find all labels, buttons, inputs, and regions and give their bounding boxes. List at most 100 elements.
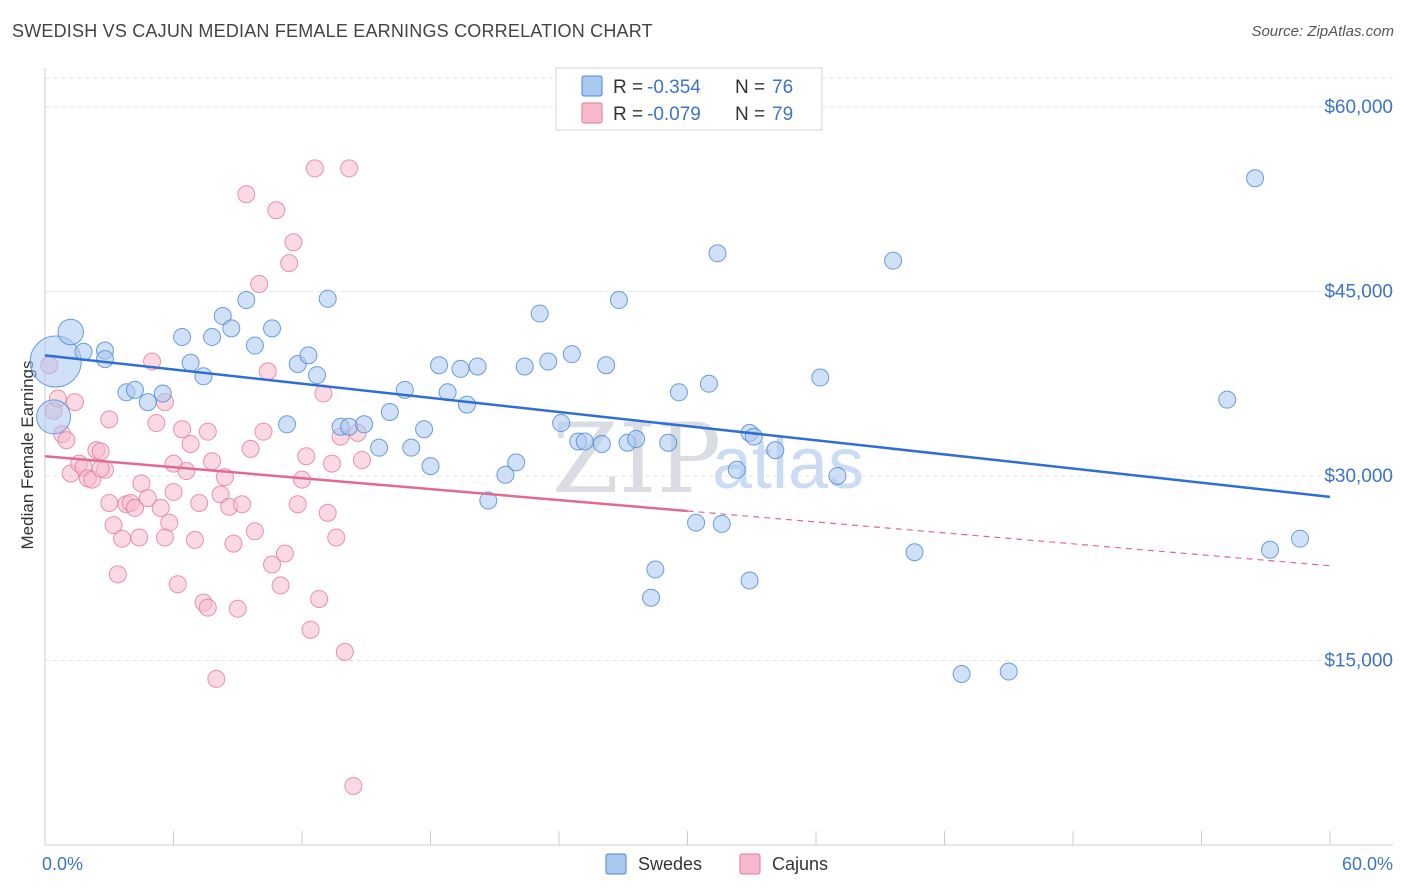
swedes-point xyxy=(340,417,359,436)
swedes-point xyxy=(451,359,470,378)
cajuns-point xyxy=(207,669,226,688)
y-axis-title: Median Female Earnings xyxy=(18,361,37,550)
swedes-point xyxy=(562,345,581,364)
swedes-point xyxy=(952,665,971,684)
legend-row2-n-label: N = xyxy=(735,104,765,125)
swedes-points xyxy=(29,169,1310,684)
swedes-point xyxy=(153,384,172,403)
cajuns-point xyxy=(284,233,303,252)
swedes-point xyxy=(181,353,200,372)
cajuns-point xyxy=(65,393,84,412)
cajuns-point xyxy=(228,599,247,618)
swedes-point xyxy=(539,352,558,371)
cajuns-point xyxy=(57,431,76,450)
series-legend: Swedes Cajuns xyxy=(605,853,828,875)
swedes-point xyxy=(457,395,476,414)
bottom-legend-cajuns-swatch xyxy=(739,853,761,875)
swedes-point xyxy=(592,434,611,453)
swedes-point xyxy=(370,438,389,457)
legend-row1-n-value: 76 xyxy=(772,77,793,98)
swedes-point xyxy=(222,319,241,338)
cajuns-point xyxy=(151,498,170,517)
swedes-point xyxy=(766,441,785,460)
cajuns-point xyxy=(155,528,174,547)
swedes-point xyxy=(307,366,326,385)
watermark: ZIP atlas xyxy=(552,403,864,515)
cajuns-point xyxy=(211,485,230,504)
cajuns-point xyxy=(275,544,294,563)
cajuns-point xyxy=(310,589,329,608)
swedes-point xyxy=(1218,390,1237,409)
cajuns-point xyxy=(164,482,183,501)
cajuns-point xyxy=(100,410,119,429)
swedes-point xyxy=(496,465,515,484)
swedes-point xyxy=(194,367,213,386)
cajuns-point xyxy=(181,434,200,453)
cajuns-points xyxy=(40,159,371,795)
swedes-point xyxy=(699,374,718,393)
cajuns-point xyxy=(271,576,290,595)
swedes-point xyxy=(402,438,421,457)
legend-row1-n-label: N = xyxy=(735,77,765,98)
chart-title: SWEDISH VS CAJUN MEDIAN FEMALE EARNINGS … xyxy=(12,21,653,41)
cajuns-trend-line xyxy=(44,455,688,513)
swedes-point xyxy=(245,336,264,355)
swedes-point xyxy=(1291,529,1310,548)
cajuns-point xyxy=(130,528,149,547)
cajuns-point xyxy=(125,498,144,517)
swedes-point xyxy=(642,588,661,607)
swedes-point xyxy=(203,327,222,346)
correlation-legend: R = -0.354 N = 76 R = -0.079 N = 79 xyxy=(555,67,823,131)
cajuns-point xyxy=(198,422,217,441)
legend-row2-r-value: -0.079 xyxy=(647,104,701,125)
swedes-point xyxy=(57,318,84,346)
cajuns-point xyxy=(288,495,307,514)
swedes-point xyxy=(468,357,487,376)
swedes-point xyxy=(687,513,706,532)
y-tick-label: $30,000 xyxy=(1324,466,1393,487)
y-tick-label: $60,000 xyxy=(1324,97,1393,118)
swedes-point xyxy=(125,380,144,399)
swedes-point xyxy=(138,393,157,412)
cajuns-point xyxy=(340,159,359,178)
y-tick-label: $15,000 xyxy=(1324,650,1393,671)
swedes-point xyxy=(712,514,731,533)
cajuns-point xyxy=(301,620,320,639)
swedes-point xyxy=(727,460,746,479)
swedes-point xyxy=(430,356,449,375)
cajuns-point xyxy=(233,495,252,514)
cajuns-point xyxy=(168,575,187,594)
swedes-point xyxy=(740,571,759,590)
cajuns-point xyxy=(104,516,123,535)
swedes-point xyxy=(36,399,72,435)
cajuns-point xyxy=(258,362,277,381)
cajuns-point xyxy=(198,598,217,617)
swedes-point xyxy=(213,307,232,326)
cajuns-point xyxy=(91,442,110,461)
swedes-point xyxy=(744,427,763,446)
cajuns-point xyxy=(203,452,222,471)
swedes-point xyxy=(237,291,256,310)
swedes-point xyxy=(415,420,434,439)
swedes-point xyxy=(669,383,688,402)
swedes-point xyxy=(609,291,628,310)
cajuns-point xyxy=(241,439,260,458)
swedes-point xyxy=(999,662,1018,681)
cajuns-point xyxy=(138,489,157,508)
swedes-point xyxy=(355,415,374,434)
cajuns-point xyxy=(100,494,119,513)
legend-row2-r-label: R = xyxy=(613,104,643,125)
swedes-point xyxy=(29,335,82,388)
cajuns-point xyxy=(108,565,127,584)
x-tick-label-min: 0.0% xyxy=(42,854,83,874)
swedes-point xyxy=(479,491,498,510)
cajuns-point xyxy=(267,201,286,220)
swedes-point xyxy=(507,453,526,472)
cajuns-trend-line-extension xyxy=(687,510,1331,567)
grid-lines xyxy=(45,77,1393,661)
swedes-point xyxy=(646,560,665,579)
bottom-legend-swedes-swatch xyxy=(605,853,627,875)
cajuns-point xyxy=(224,534,243,553)
swedes-point xyxy=(828,466,847,485)
